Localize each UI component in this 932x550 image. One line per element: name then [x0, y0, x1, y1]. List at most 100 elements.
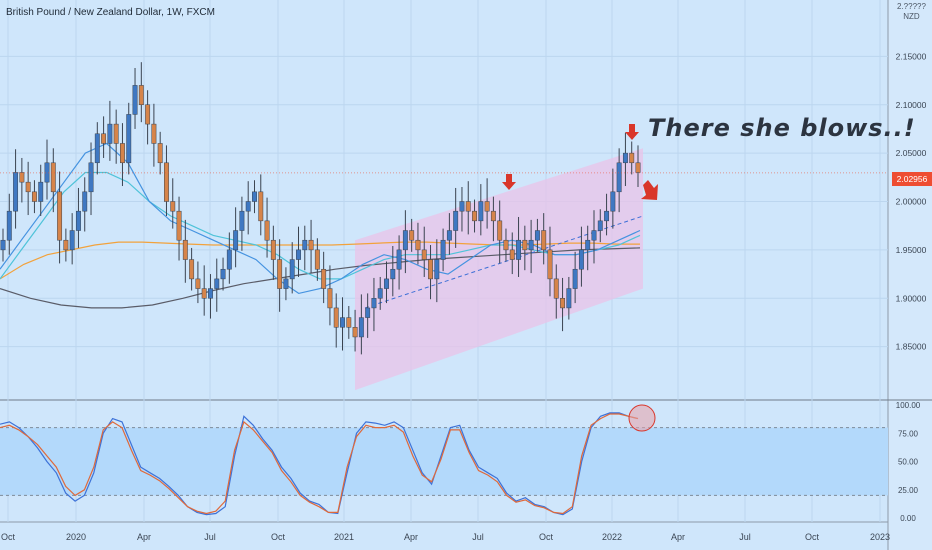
candle-down [635, 162, 641, 173]
x-tick-label: Oct [539, 532, 554, 542]
candle-up [13, 172, 19, 212]
x-tick-label: Oct [805, 532, 820, 542]
candle-down [321, 268, 327, 289]
candle-up [107, 123, 113, 144]
price-axis-unit-name: NZD [903, 12, 920, 21]
x-tick-label: Apr [671, 532, 685, 542]
candle-up [616, 162, 622, 193]
candle-down [472, 210, 477, 222]
price-axis-unit-top: 2.????? [897, 2, 926, 11]
down-right-arrow [641, 180, 658, 200]
candle-up [252, 191, 257, 202]
candle-down [415, 239, 421, 251]
overbought-highlight-circle [628, 404, 656, 432]
candle-up [377, 288, 383, 299]
candle-down [151, 123, 157, 144]
annotation-text: There she blows..! [648, 114, 916, 142]
osc-tick-label: 75.00 [898, 429, 919, 438]
candle-down [170, 201, 176, 212]
candle-up [302, 239, 308, 251]
candle-down [176, 210, 182, 241]
candle-down [629, 152, 635, 164]
candle-up [296, 249, 301, 260]
y-tick-label: 2.00000 [896, 197, 927, 207]
x-tick-label: Oct [1, 532, 16, 542]
candle-up [208, 288, 213, 299]
candle-up [371, 298, 377, 309]
candle-up [214, 278, 220, 289]
candle-up [358, 317, 364, 338]
candle-up [597, 220, 603, 231]
y-tick-label: 2.05000 [896, 148, 927, 158]
candle-down [314, 249, 320, 270]
x-tick-label: 2022 [602, 532, 622, 542]
candle-up [578, 249, 584, 270]
candle-up [572, 268, 578, 289]
candle-down [560, 298, 566, 309]
candle-down [547, 249, 553, 280]
candle-down [50, 162, 56, 193]
rising-channel [355, 148, 643, 391]
price-axis-panel [888, 0, 932, 550]
candle-down [258, 191, 264, 222]
candle-down [31, 191, 37, 202]
candle-up [88, 162, 94, 193]
x-tick-label: Jul [472, 532, 484, 542]
candle-down [277, 259, 283, 289]
candle-up [534, 230, 540, 241]
candle-up [384, 278, 389, 289]
candle-up [446, 230, 452, 241]
candle-down [327, 288, 333, 309]
candle-up [390, 268, 396, 280]
candle-down [509, 249, 515, 260]
candle-down [490, 210, 496, 222]
x-tick-label: Jul [204, 532, 216, 542]
candle-up [245, 201, 251, 212]
candle-down [264, 220, 270, 241]
candle-down [553, 278, 559, 299]
candle-up [478, 201, 484, 222]
candle-up [453, 210, 459, 231]
stoch-d-line [0, 413, 639, 515]
candle-up [94, 133, 100, 164]
candle-down [195, 278, 201, 289]
candle-up [38, 181, 44, 202]
candle-down [333, 307, 339, 328]
candle-down [138, 85, 144, 106]
candle-down [421, 249, 427, 260]
x-tick-label: Apr [137, 532, 151, 542]
candle-up [459, 201, 465, 212]
x-tick-label: Apr [404, 532, 418, 542]
candle-down [101, 133, 107, 144]
chart-title: British Pound / New Zealand Dollar, 1W, … [6, 7, 215, 18]
candle-up [402, 230, 408, 251]
candle-down [145, 104, 151, 125]
candle-up [220, 268, 226, 280]
price-axis-unit: 2.????? NZD [897, 2, 926, 22]
y-tick-label: 1.95000 [896, 245, 927, 255]
candle-down [409, 230, 415, 241]
candle-up [365, 307, 371, 318]
current-price-tag: 2.02956 [892, 172, 932, 186]
candle-up [69, 230, 75, 251]
candle-up [289, 259, 295, 280]
candle-up [516, 239, 521, 260]
x-tick-label: 2020 [66, 532, 86, 542]
candle-down [346, 317, 352, 328]
osc-tick-label: 0.00 [900, 514, 916, 523]
candle-down [352, 327, 358, 338]
candle-up [82, 191, 88, 212]
candle-down [19, 172, 25, 183]
x-tick-label: Oct [271, 532, 286, 542]
candle-up [0, 239, 6, 251]
candle-up [132, 85, 138, 115]
candle-up [44, 162, 50, 183]
candle-down [189, 259, 195, 280]
candle-down [157, 143, 163, 164]
y-tick-label: 2.15000 [896, 51, 927, 61]
candle-up [566, 288, 572, 309]
x-tick-label: Jul [739, 532, 751, 542]
candle-up [396, 249, 402, 270]
